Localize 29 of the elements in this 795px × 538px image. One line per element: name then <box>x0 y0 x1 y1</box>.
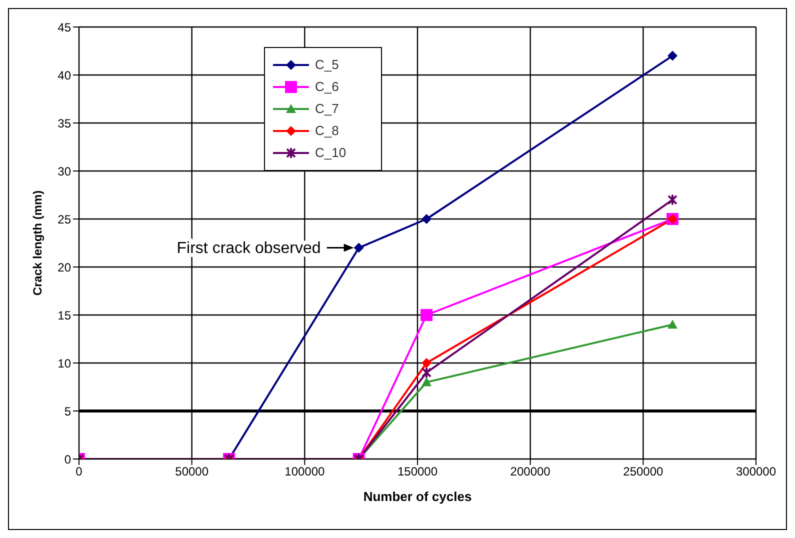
point <box>420 309 433 321</box>
y-tick-label: 20 <box>58 260 72 274</box>
y-tick-label: 30 <box>58 164 72 178</box>
point <box>422 358 432 368</box>
y-tick-label: 10 <box>58 356 72 370</box>
legend-label: C_5 <box>315 56 339 74</box>
x-tick-label: 0 <box>76 464 83 479</box>
point <box>422 214 432 224</box>
y-tick-label: 0 <box>64 452 72 466</box>
y-tick-label: 15 <box>58 308 72 322</box>
y-tick-label: 40 <box>58 68 72 82</box>
point <box>354 242 364 253</box>
x-tick-label: 250000 <box>623 464 664 479</box>
x-axis-title: Number of cycles <box>363 489 472 504</box>
x-tick-label: 100000 <box>284 464 326 479</box>
y-tick-label: 35 <box>58 116 72 130</box>
point <box>668 194 678 206</box>
y-tick-label: 45 <box>58 20 72 34</box>
legend-label: C_7 <box>315 100 339 118</box>
y-tick-label: 25 <box>58 212 72 226</box>
y-tick-label: 5 <box>64 404 72 418</box>
legend-label: C_10 <box>315 144 346 162</box>
y-axis-title: Crack length (mm) <box>30 190 44 296</box>
legend-label: C_6 <box>315 78 339 96</box>
x-tick-label: 300000 <box>736 464 776 479</box>
x-tick-label: 150000 <box>397 464 438 479</box>
x-tick-label: 200000 <box>510 464 551 479</box>
legend-label: C_8 <box>315 122 339 140</box>
x-tick-label: 50000 <box>175 464 209 479</box>
